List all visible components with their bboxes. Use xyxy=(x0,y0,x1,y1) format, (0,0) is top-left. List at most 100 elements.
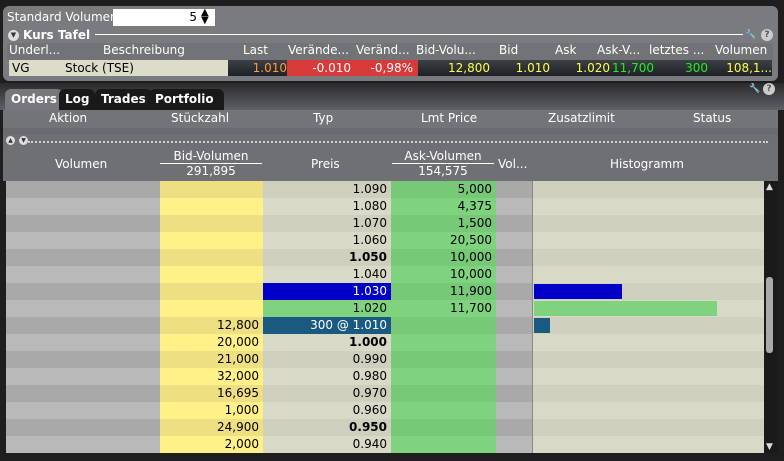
col-status[interactable]: Status xyxy=(693,111,732,125)
vol-cell[interactable] xyxy=(496,215,532,232)
ladder-row[interactable]: 1,000 0.960 xyxy=(6,402,764,419)
ask-volume-cell[interactable] xyxy=(391,334,496,351)
scrollbar-thumb[interactable] xyxy=(766,277,773,353)
histogram-cell[interactable] xyxy=(532,334,764,351)
bid-volume-cell[interactable]: 21,000 xyxy=(160,351,263,368)
histogram-cell[interactable] xyxy=(532,300,764,317)
ladder-row[interactable]: 1.050 10,000 xyxy=(6,249,764,266)
standard-volume-input[interactable]: 5 xyxy=(113,9,215,26)
wrench-icon[interactable]: 🔧 xyxy=(749,84,761,94)
volume-cell[interactable] xyxy=(6,419,160,436)
arrow-up-icon[interactable]: ▲ xyxy=(6,136,15,145)
ladder-row[interactable]: 1.030 11,900 xyxy=(6,283,764,300)
vol-cell[interactable] xyxy=(496,317,532,334)
volume-cell[interactable] xyxy=(6,317,160,334)
volume-cell[interactable] xyxy=(6,283,160,300)
bid-volume-cell[interactable]: 2,000 xyxy=(160,436,263,453)
ask-volume-cell[interactable]: 11,700 xyxy=(391,300,496,317)
tab-log[interactable]: Log xyxy=(59,89,96,110)
tab-trades[interactable]: Trades xyxy=(95,89,152,110)
col-description[interactable]: Beschreibung xyxy=(103,43,185,57)
vol-cell[interactable] xyxy=(496,198,532,215)
quote-row[interactable]: VG Stock (TSE) 1.010 -0.010 -0,98% 12,800… xyxy=(9,60,772,76)
price-cell[interactable]: 1.090 xyxy=(263,181,391,198)
histogram-cell[interactable] xyxy=(532,181,764,198)
histogram-cell[interactable] xyxy=(532,385,764,402)
bid-volume-cell[interactable]: 24,900 xyxy=(160,419,263,436)
col-volume[interactable]: Volumen xyxy=(715,43,768,57)
ladder-row[interactable]: 1.090 5,000 xyxy=(6,181,764,198)
help-icon[interactable]: ? xyxy=(763,83,775,95)
ladder-row[interactable]: 20,000 1.000 xyxy=(6,334,764,351)
histogram-cell[interactable] xyxy=(532,436,764,453)
col-bid-volume[interactable]: Bid-Volu... xyxy=(416,43,476,57)
price-cell[interactable]: 1.050 xyxy=(263,249,391,266)
bid-volume-cell[interactable] xyxy=(160,266,263,283)
vol-cell[interactable] xyxy=(496,283,532,300)
price-cell[interactable]: 0.970 xyxy=(263,385,391,402)
scroll-down-icon[interactable]: ▼ xyxy=(766,442,773,452)
price-cell[interactable]: 0.980 xyxy=(263,368,391,385)
volume-cell[interactable] xyxy=(6,402,160,419)
bid-volume-cell[interactable] xyxy=(160,198,263,215)
vol-cell[interactable] xyxy=(496,402,532,419)
price-cell[interactable]: 1.070 xyxy=(263,215,391,232)
histogram-cell[interactable] xyxy=(532,215,764,232)
col-price[interactable]: Preis xyxy=(311,157,340,171)
ask-volume-cell[interactable]: 5,000 xyxy=(391,181,496,198)
bid-volume-cell[interactable] xyxy=(160,249,263,266)
col-change-pct[interactable]: Veränd... xyxy=(356,43,410,57)
volume-cell[interactable] xyxy=(6,351,160,368)
ask-volume-cell[interactable] xyxy=(391,351,496,368)
ask-volume-cell[interactable]: 1,500 xyxy=(391,215,496,232)
ask-volume-cell[interactable] xyxy=(391,368,496,385)
col-underlying[interactable]: Underl... xyxy=(9,43,61,57)
vol-cell[interactable] xyxy=(496,385,532,402)
volume-cell[interactable] xyxy=(6,249,160,266)
price-cell[interactable]: 1.020 xyxy=(263,300,391,317)
col-histogram[interactable]: Histogramm xyxy=(610,157,684,171)
ask-volume-cell[interactable]: 10,000 xyxy=(391,266,496,283)
col-volume[interactable]: Volumen xyxy=(55,157,108,171)
ask-volume-cell[interactable] xyxy=(391,436,496,453)
wrench-icon[interactable]: 🔧 xyxy=(745,30,757,40)
vol-cell[interactable] xyxy=(496,181,532,198)
histogram-cell[interactable] xyxy=(532,419,764,436)
histogram-cell[interactable] xyxy=(532,351,764,368)
volume-cell[interactable] xyxy=(6,334,160,351)
ask-volume-cell[interactable]: 10,000 xyxy=(391,249,496,266)
ask-volume-cell[interactable]: 20,500 xyxy=(391,232,496,249)
col-ask-volume[interactable]: Ask-Volumen xyxy=(392,149,494,164)
spinner-icon[interactable]: ▲ ▼ xyxy=(201,7,209,26)
ladder-row[interactable]: 21,000 0.990 xyxy=(6,351,764,368)
volume-cell[interactable] xyxy=(6,436,160,453)
collapse-icon[interactable]: ▼ xyxy=(8,29,19,41)
price-cell[interactable]: 0.960 xyxy=(263,402,391,419)
ladder-row[interactable]: 1.060 20,500 xyxy=(6,232,764,249)
bid-volume-cell[interactable]: 20,000 xyxy=(160,334,263,351)
ladder-row[interactable]: 12,800 300 @ 1.010 xyxy=(6,317,764,334)
vol-cell[interactable] xyxy=(496,232,532,249)
vol-cell[interactable] xyxy=(496,266,532,283)
scroll-up-icon[interactable]: ▲ xyxy=(766,182,773,192)
col-type[interactable]: Typ xyxy=(313,111,334,125)
volume-cell[interactable] xyxy=(6,300,160,317)
price-cell[interactable]: 1.000 xyxy=(263,334,391,351)
help-icon[interactable]: ? xyxy=(761,29,773,41)
bid-volume-cell[interactable] xyxy=(160,300,263,317)
bid-volume-cell[interactable] xyxy=(160,181,263,198)
ladder-row[interactable]: 1.080 4,375 xyxy=(6,198,764,215)
price-cell[interactable]: 1.080 xyxy=(263,198,391,215)
col-last[interactable]: Last xyxy=(243,43,268,57)
col-lmt-price[interactable]: Lmt Price xyxy=(421,111,478,125)
volume-cell[interactable] xyxy=(6,215,160,232)
ladder-row[interactable]: 16,695 0.970 xyxy=(6,385,764,402)
price-cell[interactable]: 1.060 xyxy=(263,232,391,249)
bid-volume-cell[interactable]: 1,000 xyxy=(160,402,263,419)
bid-volume-cell[interactable]: 16,695 xyxy=(160,385,263,402)
ladder-row[interactable]: 32,000 0.980 xyxy=(6,368,764,385)
col-action[interactable]: Aktion xyxy=(49,111,88,125)
price-cell[interactable]: 1.030 xyxy=(263,283,391,300)
price-cell[interactable]: 0.990 xyxy=(263,351,391,368)
histogram-cell[interactable] xyxy=(532,368,764,385)
